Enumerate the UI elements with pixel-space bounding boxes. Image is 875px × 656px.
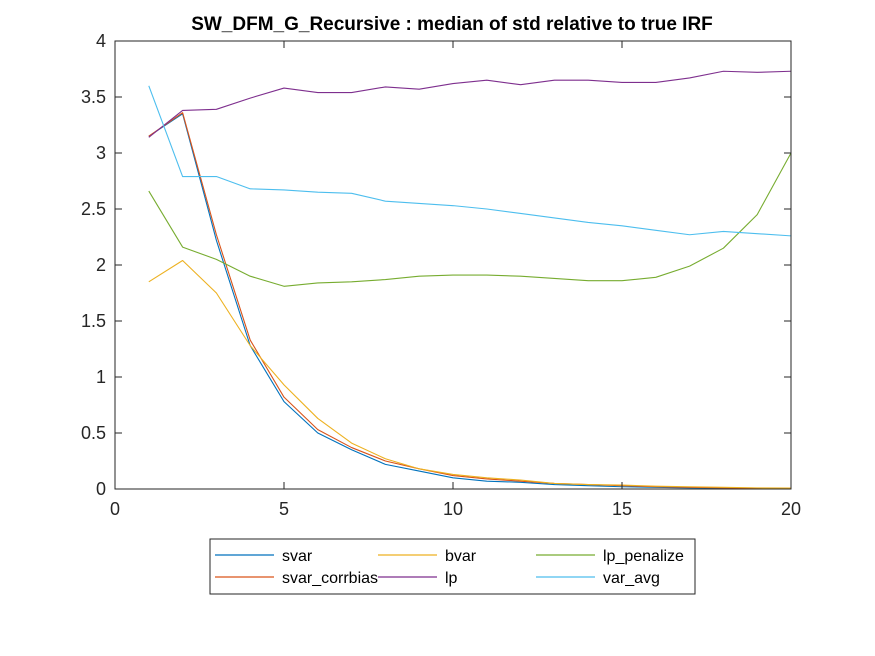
plot-area: 0 5 10 15 20 0 0.5 1 1.5 2 2.5 3 3.5 4 xyxy=(81,31,801,519)
chart-title: SW_DFM_G_Recursive : median of std relat… xyxy=(191,14,713,35)
legend-label: svar xyxy=(282,548,313,565)
legend-item-var-avg: var_avg xyxy=(536,570,660,587)
y-tick-label: 1 xyxy=(96,367,106,387)
legend-item-lp-penalize: lp_penalize xyxy=(536,548,684,565)
axes-frame xyxy=(114,40,792,490)
series-line-bvar xyxy=(148,259,792,489)
legend-items: svar bvar lp_penalize svar_corrbias lp var_av… xyxy=(215,548,684,587)
y-tick-label: 1.5 xyxy=(81,311,106,331)
series-line-lp xyxy=(148,70,792,138)
legend-box xyxy=(209,538,696,595)
axes-background xyxy=(115,41,791,489)
legend-item-lp: lp xyxy=(378,570,458,587)
legend-item-svar-corrbias: svar_corrbias xyxy=(215,570,378,587)
series-line-svar-corrbias xyxy=(148,112,792,489)
x-tick-label: 20 xyxy=(781,499,801,519)
x-tick-label: 15 xyxy=(612,499,632,519)
legend-label: lp xyxy=(445,570,458,587)
legend-label: svar_corrbias xyxy=(282,570,378,587)
legend-label: var_avg xyxy=(603,570,660,587)
series-layer xyxy=(148,70,792,489)
x-tick-label: 5 xyxy=(279,499,289,519)
y-tick-label: 2.5 xyxy=(81,199,106,219)
y-tick-label: 3 xyxy=(96,143,106,163)
y-tick-label: 3.5 xyxy=(81,87,106,107)
y-tick-label: 0 xyxy=(96,479,106,499)
legend-label: bvar xyxy=(445,548,477,565)
legend-item-svar: svar xyxy=(215,548,313,565)
x-tick-label: 0 xyxy=(110,499,120,519)
legend-label: lp_penalize xyxy=(603,548,684,565)
y-tick-label: 2 xyxy=(96,255,106,275)
series-line-var-avg xyxy=(148,85,792,237)
series-line-svar xyxy=(148,113,792,489)
legend-item-bvar: bvar xyxy=(378,548,477,565)
series-line-lp-penalize xyxy=(148,152,792,287)
legend: svar bvar lp_penalize svar_corrbias lp var_av… xyxy=(209,538,696,595)
y-tick-label: 0.5 xyxy=(81,423,106,443)
x-tick-label: 10 xyxy=(443,499,463,519)
y-tick-label: 4 xyxy=(96,31,106,51)
